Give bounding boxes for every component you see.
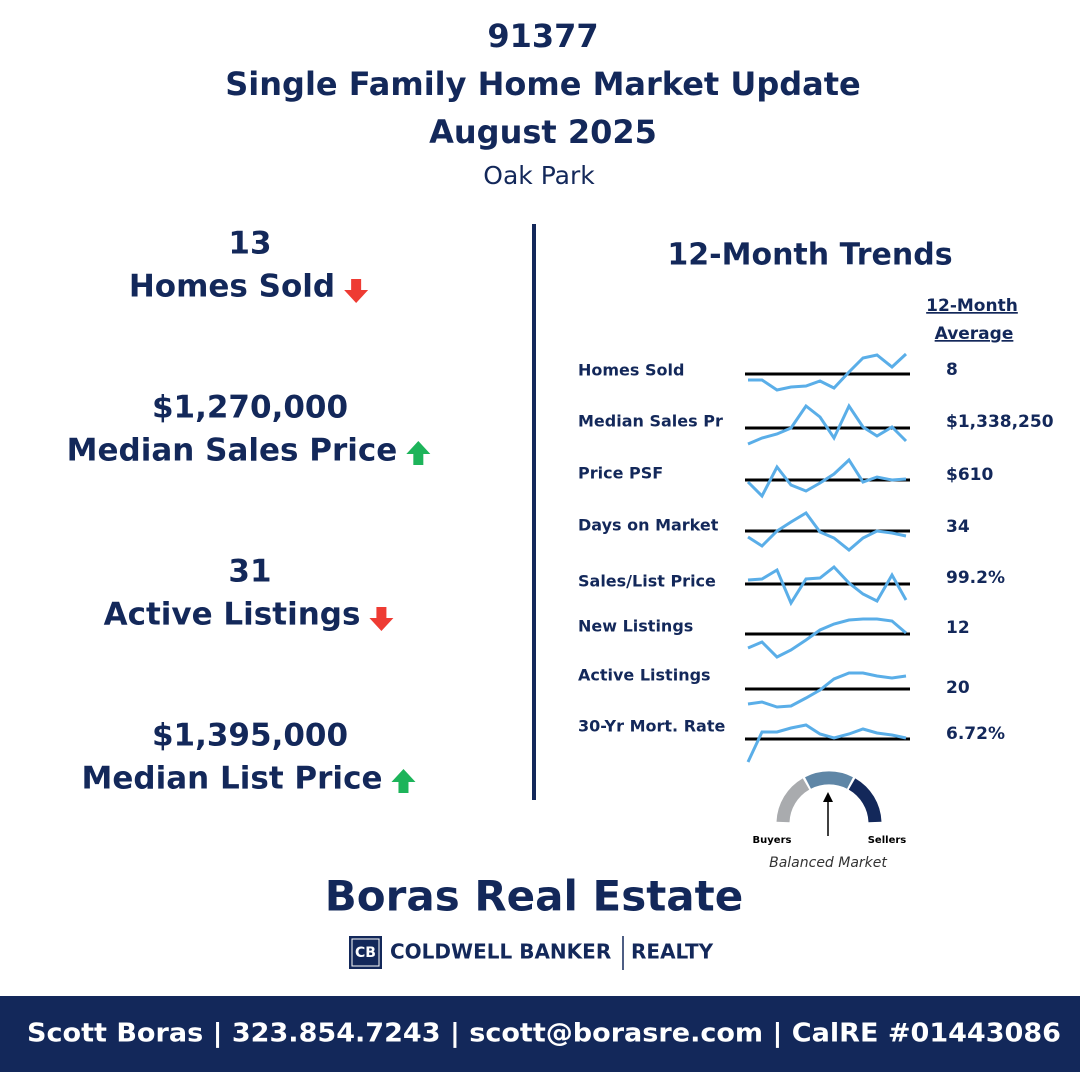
gauge: Buyers Sellers Balanced Market bbox=[753, 771, 907, 871]
highlights: 13 Homes Sold $1,270,000 Median Sales Price… bbox=[67, 226, 431, 797]
sparkline bbox=[747, 402, 908, 446]
sparkline bbox=[747, 564, 908, 607]
trend-average: 8 bbox=[946, 360, 958, 380]
trend-label: Median Sales Pr bbox=[578, 412, 723, 431]
highlight-label: Active Listings bbox=[104, 597, 361, 633]
highlight-label: Homes Sold bbox=[129, 269, 335, 305]
trend-average: 12 bbox=[946, 618, 970, 638]
trend-label: Price PSF bbox=[578, 464, 663, 483]
highlight-value: 31 bbox=[228, 554, 271, 590]
trend-average: $610 bbox=[946, 465, 993, 485]
trend-up-arrow bbox=[406, 441, 431, 465]
highlight-value: $1,395,000 bbox=[152, 718, 348, 754]
trend-average: $1,338,250 bbox=[946, 412, 1054, 432]
sparkline bbox=[746, 457, 907, 499]
trend-label: New Listings bbox=[578, 617, 693, 636]
gauge-balanced bbox=[805, 771, 853, 789]
trend-average: 34 bbox=[946, 517, 970, 537]
highlight-value: 13 bbox=[228, 226, 271, 262]
trend-average: 99.2% bbox=[946, 568, 1005, 588]
average-header: 12-Month bbox=[926, 296, 1018, 316]
sparkline bbox=[747, 617, 907, 659]
sparklines bbox=[745, 352, 910, 763]
gauge-buyers bbox=[776, 778, 810, 823]
logo-text: COLDWELL BANKER bbox=[390, 940, 611, 964]
logo-suffix: REALTY bbox=[631, 940, 714, 964]
average-header: Average bbox=[935, 324, 1014, 344]
trend-down-arrow bbox=[369, 607, 394, 631]
trends-title: 12-Month Trends bbox=[667, 238, 952, 273]
title: Single Family Home Market Update bbox=[225, 65, 861, 103]
logo-frame bbox=[351, 938, 380, 967]
trend-up-arrow bbox=[391, 769, 416, 793]
gauge-caption: Balanced Market bbox=[769, 855, 887, 871]
area: Oak Park bbox=[483, 161, 595, 190]
gauge-left: Buyers bbox=[753, 835, 792, 846]
gauge-sellers bbox=[848, 778, 882, 823]
trend-average: 6.72% bbox=[946, 724, 1005, 744]
highlight-label: Median List Price bbox=[82, 761, 383, 797]
zip: 91377 bbox=[487, 17, 598, 55]
trend-label: 30-Yr Mort. Rate bbox=[578, 717, 725, 736]
trend-down-arrow bbox=[344, 279, 369, 303]
sparkline bbox=[747, 511, 907, 552]
highlight-label: Median Sales Price bbox=[67, 433, 398, 469]
sparkline bbox=[747, 671, 907, 709]
trend-label: Homes Sold bbox=[578, 361, 684, 380]
trend-average: 20 bbox=[946, 678, 970, 698]
footer-contact: Scott Boras | 323.854.7243 | scott@boras… bbox=[27, 1019, 1061, 1049]
trend-label: Days on Market bbox=[578, 516, 719, 535]
trend-rows: Homes Sold 8 Median Sales Pr $1,338,250 Pric… bbox=[578, 360, 1054, 744]
brand-name: Boras Real Estate bbox=[325, 872, 743, 921]
highlight-value: $1,270,000 bbox=[152, 390, 348, 426]
sparkline bbox=[746, 723, 907, 763]
footer-bar bbox=[0, 996, 1080, 1072]
gauge-needle-head bbox=[823, 792, 833, 802]
trend-label: Sales/List Price bbox=[578, 572, 716, 591]
gauge-right: Sellers bbox=[868, 835, 907, 846]
trend-label: Active Listings bbox=[578, 666, 711, 685]
logo-mark: CB bbox=[355, 945, 376, 961]
sparkline bbox=[748, 352, 908, 392]
period: August 2025 bbox=[429, 113, 657, 151]
logo-box bbox=[349, 936, 382, 969]
